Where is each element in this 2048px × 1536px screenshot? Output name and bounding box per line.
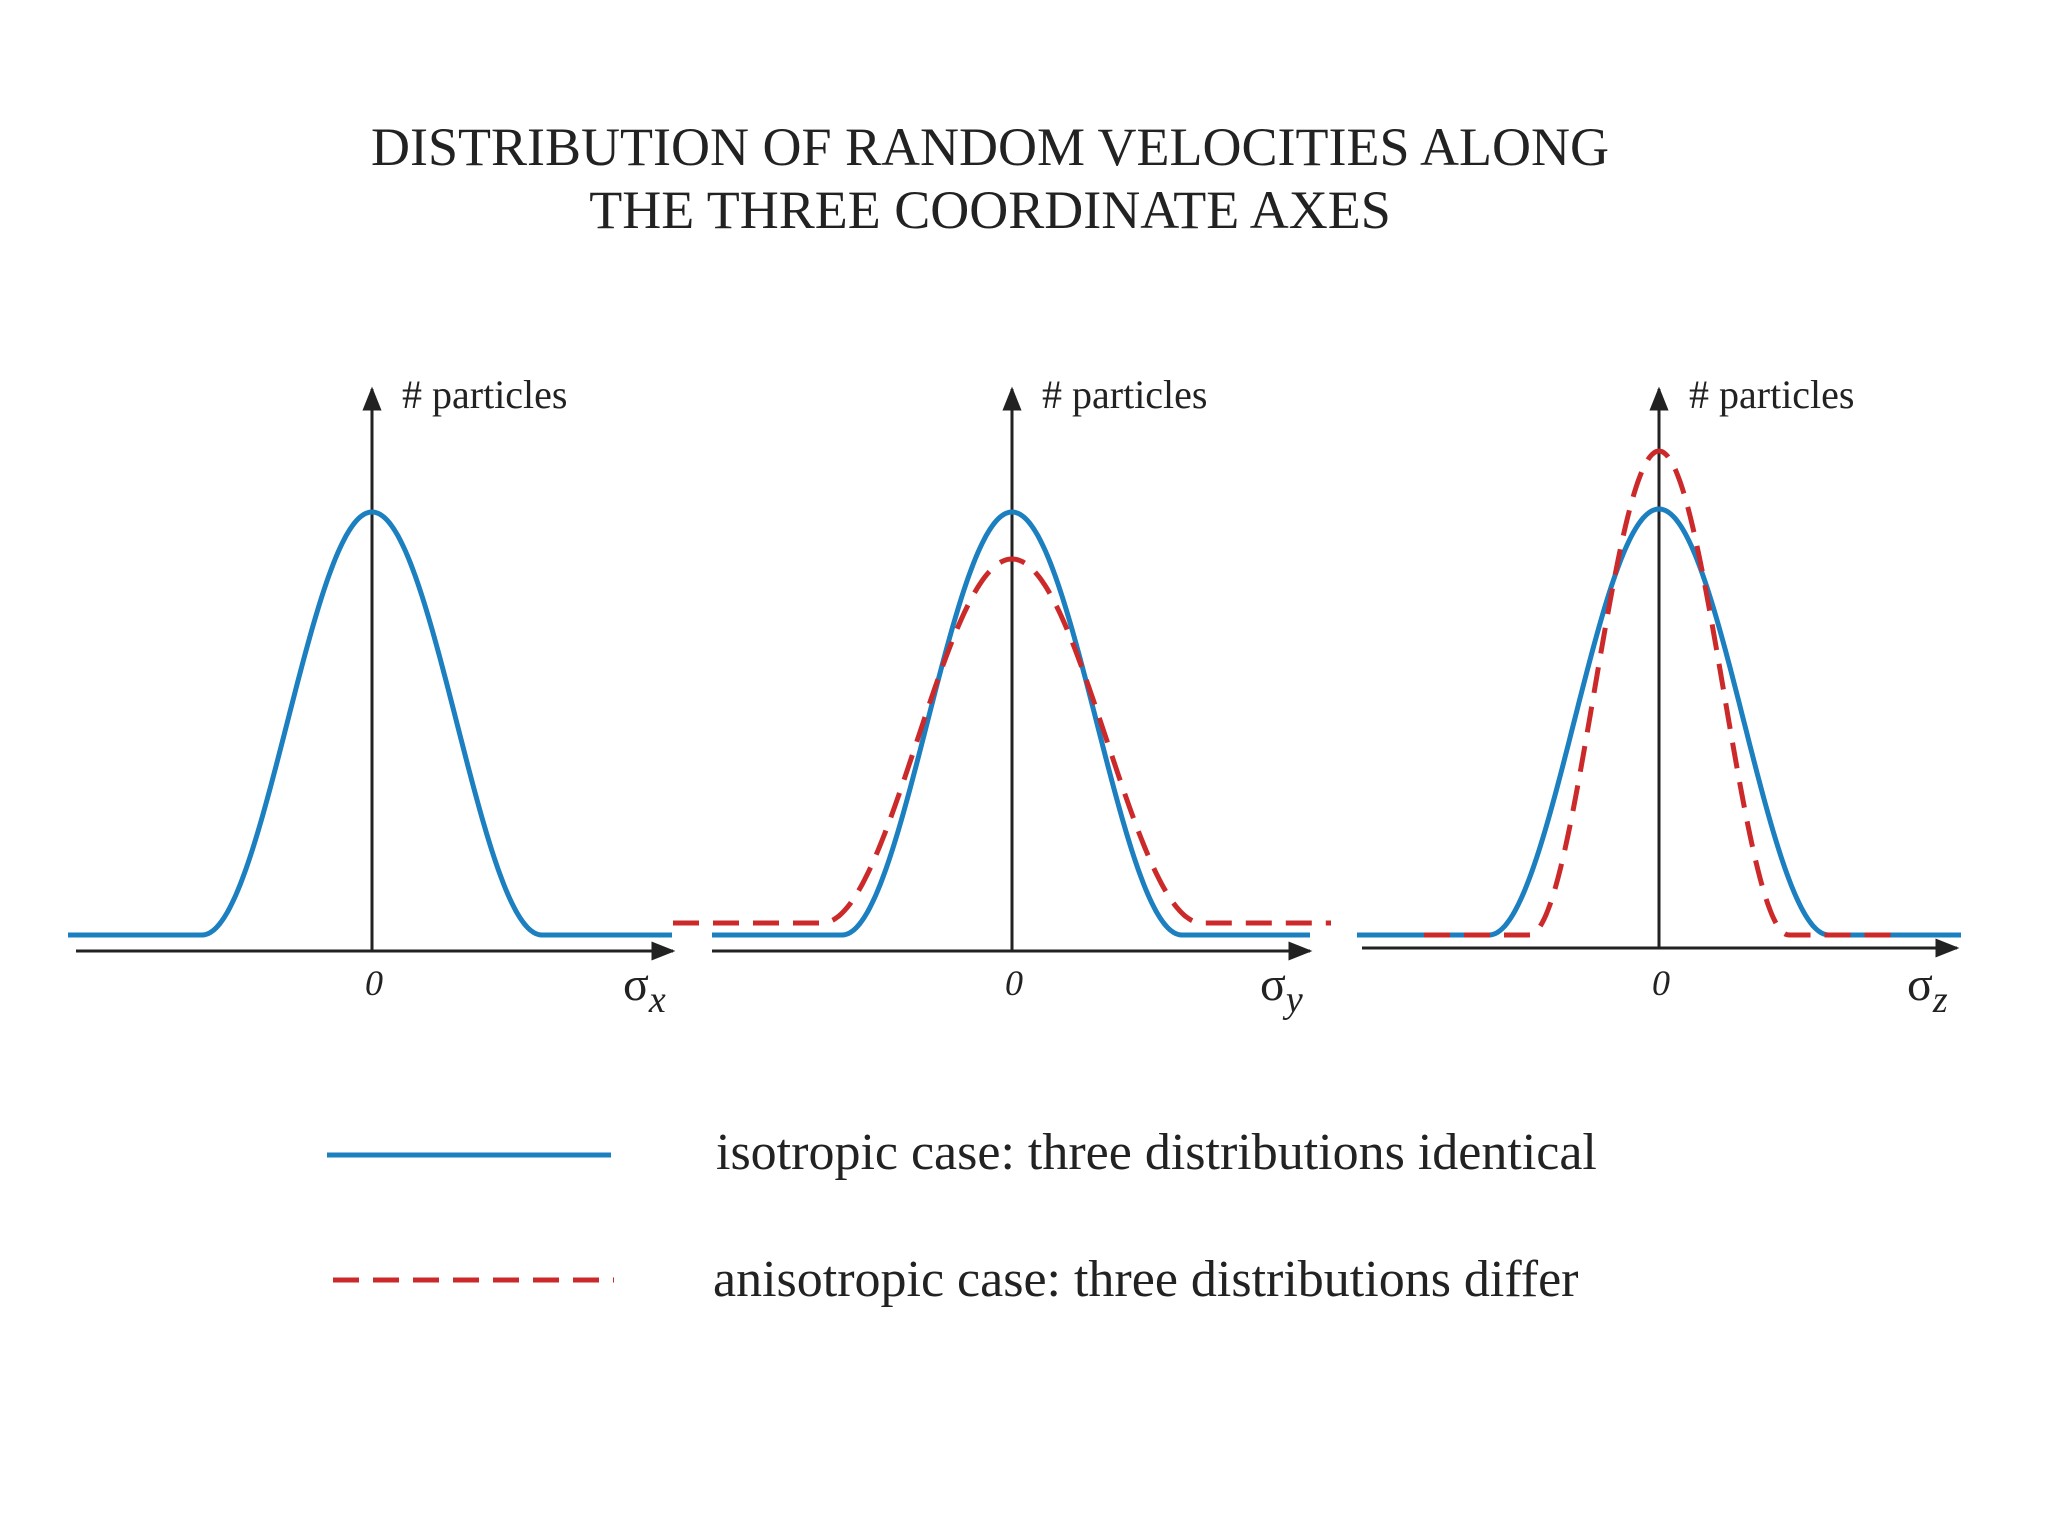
x-axis-symbol: σ (1260, 958, 1286, 1011)
x-axis-symbol: σ (1907, 958, 1933, 1011)
legend-label: anisotropic case: three distributions di… (713, 1251, 1578, 1308)
title: THE THREE COORDINATE AXES (589, 180, 1390, 240)
x-axis-label: σz (1907, 958, 1948, 1021)
y-axis-label: # particles (1042, 372, 1208, 417)
isotropic-curve (712, 509, 1310, 938)
x-axis-subscript: z (1932, 979, 1948, 1021)
isotropic-curve (68, 509, 672, 938)
anisotropic-curve (1424, 448, 1894, 938)
x-axis-subscript: y (1282, 979, 1303, 1021)
anisotropic-curve (673, 556, 1331, 926)
legend-label: isotropic case: three distributions iden… (716, 1124, 1597, 1181)
origin-label: 0 (1005, 963, 1023, 1003)
y-axis-label: # particles (402, 372, 568, 417)
isotropic-curve (1357, 506, 1961, 938)
origin-label: 0 (365, 963, 383, 1003)
x-axis-label: σx (623, 958, 666, 1021)
x-axis-label: σy (1260, 958, 1303, 1021)
origin-label: 0 (1652, 963, 1670, 1003)
x-axis-symbol: σ (623, 958, 649, 1011)
title: DISTRIBUTION OF RANDOM VELOCITIES ALONG (371, 117, 1609, 177)
y-axis-label: # particles (1689, 372, 1855, 417)
x-axis-subscript: x (648, 979, 666, 1021)
